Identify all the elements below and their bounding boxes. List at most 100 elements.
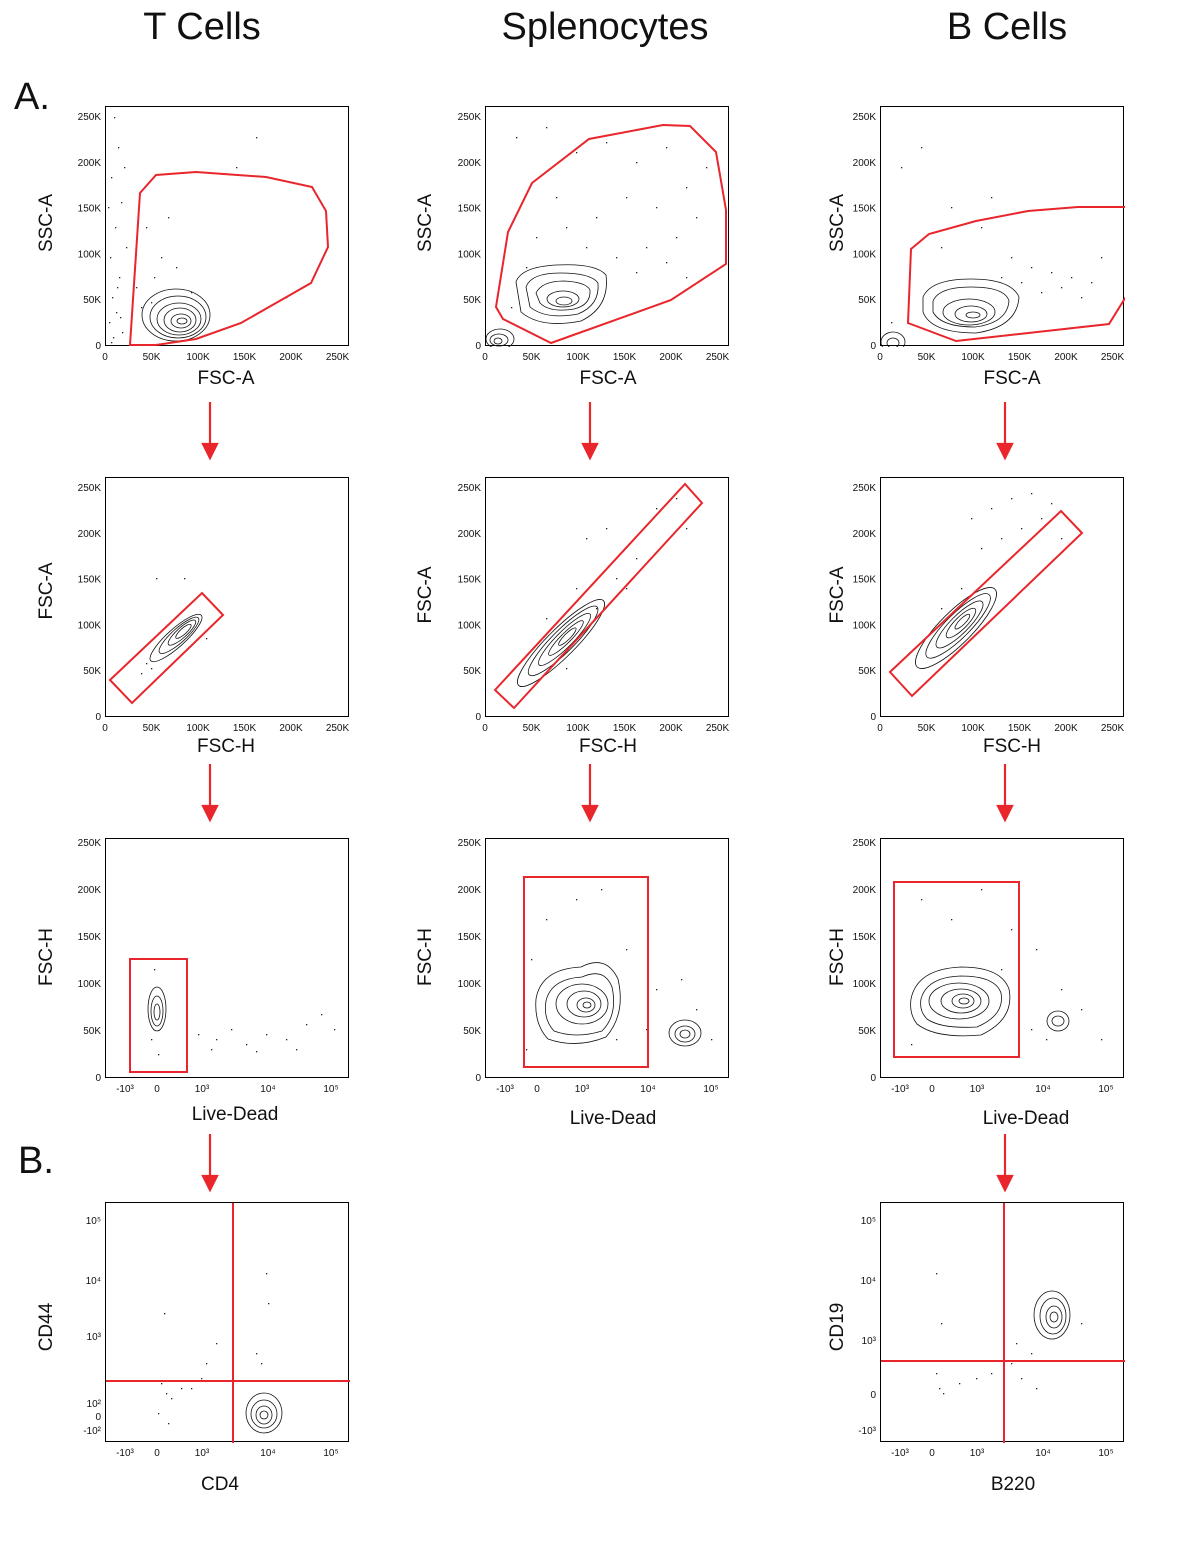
scatter-dots: [151, 969, 336, 1056]
x-tick-label: 10⁴: [260, 1084, 275, 1095]
x-tick-label: 150K: [233, 723, 257, 734]
x-tick-label: 100K: [961, 352, 985, 363]
x-tick-label: 50K: [143, 352, 161, 363]
y-tick-label: 150K: [853, 575, 877, 586]
xlabel-s3: Live-Dead: [569, 1108, 657, 1129]
x-tick-label: 150K: [613, 352, 637, 363]
x-tick-label: 50K: [523, 352, 541, 363]
y-tick-label: 50K: [858, 1026, 876, 1037]
section-label-a: A.: [14, 76, 50, 118]
y-tick-label: 100K: [458, 620, 482, 631]
y-tick-label: 0: [475, 341, 481, 352]
quadrant-gate: [881, 1203, 1125, 1443]
x-tick-label: 10⁴: [640, 1084, 655, 1095]
x-tick-label: 200K: [279, 352, 303, 363]
xlabel-b2: FSC-H: [982, 736, 1042, 757]
y-tick-label: 0: [870, 712, 876, 723]
x-tick-label: 200K: [1054, 352, 1078, 363]
ylabel-t4: CD44: [36, 1302, 57, 1352]
gate: [906, 206, 1125, 343]
x-tick-label: 0: [534, 1084, 540, 1095]
x-tick-label: 10⁵: [323, 1084, 338, 1095]
y-tick-label: 250K: [853, 483, 877, 494]
y-tick-label: 10²: [87, 1399, 102, 1410]
x-tick-label: 50K: [523, 723, 541, 734]
y-tick-label: 100K: [78, 979, 102, 990]
scatter-dots: [108, 117, 288, 344]
x-tick-label: 10³: [195, 1084, 210, 1095]
x-tick-label: 10³: [575, 1084, 590, 1095]
y-tick-label: 10³: [862, 1336, 877, 1347]
x-tick-label: 200K: [1054, 723, 1078, 734]
y-tick-label: 0: [95, 1073, 101, 1084]
contours: [535, 962, 702, 1047]
y-tick-label: 200K: [78, 158, 102, 169]
xlabel-b4: B220: [990, 1474, 1036, 1495]
scatter-dots: [141, 578, 208, 675]
x-tick-label: 200K: [659, 723, 683, 734]
y-tick-label: 50K: [463, 295, 481, 306]
y-tick-label: 0: [475, 712, 481, 723]
scatter-dots: [936, 1273, 1083, 1395]
gate: [888, 509, 1084, 698]
gate: [129, 958, 188, 1073]
plot-tcells-scatter: [105, 106, 349, 346]
x-tick-label: 250K: [706, 352, 730, 363]
y-tick-label: 0: [95, 712, 101, 723]
y-tick-label: 250K: [78, 483, 102, 494]
ylabel-t1: SSC-A: [36, 193, 57, 253]
y-tick-label: 200K: [853, 158, 877, 169]
x-tick-label: 0: [482, 723, 488, 734]
x-tick-label: 200K: [659, 352, 683, 363]
scatter-dots: [911, 889, 1103, 1046]
contours: [881, 278, 1020, 347]
ylabel-b3: FSC-H: [827, 927, 848, 987]
y-tick-label: 100K: [78, 249, 102, 260]
x-tick-label: 250K: [326, 352, 350, 363]
y-tick-label: 0: [870, 1390, 876, 1401]
y-tick-label: 0: [95, 1412, 101, 1423]
ylabel-t3: FSC-H: [36, 927, 57, 987]
x-tick-label: 0: [929, 1084, 935, 1095]
plot-splenocytes-viability: [485, 838, 729, 1078]
y-tick-label: 200K: [458, 529, 482, 540]
plot-splenocytes-scatter: [485, 106, 729, 347]
contours: [517, 599, 605, 687]
plot-bcells-viability: [880, 838, 1124, 1078]
column-title-splenocytes: Splenocytes: [501, 6, 709, 48]
y-tick-label: 10⁴: [861, 1276, 876, 1287]
plot-tcells-singlets: [105, 477, 349, 717]
quadrant-gate: [106, 1203, 350, 1443]
scatter-dots: [891, 147, 1103, 324]
x-tick-label: 100K: [186, 723, 210, 734]
y-tick-label: 10³: [87, 1332, 102, 1343]
x-tick-label: 0: [482, 352, 488, 363]
x-tick-label: 10⁵: [703, 1084, 718, 1095]
y-tick-label: 0: [870, 341, 876, 352]
y-tick-label: 250K: [78, 838, 102, 849]
ylabel-s1: SSC-A: [415, 193, 436, 253]
xlabel-t4: CD4: [200, 1474, 239, 1495]
y-tick-label: 50K: [83, 295, 101, 306]
x-tick-label: -10³: [116, 1084, 134, 1095]
x-tick-label: 250K: [326, 723, 350, 734]
scatter-dots: [526, 889, 713, 1051]
x-tick-label: 150K: [1008, 723, 1032, 734]
gate: [893, 881, 1020, 1058]
plot-tcells-viability: [105, 838, 349, 1078]
x-tick-label: 150K: [1008, 352, 1032, 363]
x-tick-label: 50K: [918, 352, 936, 363]
y-tick-label: 0: [95, 341, 101, 352]
y-tick-label: 200K: [458, 885, 482, 896]
y-tick-label: 250K: [853, 838, 877, 849]
y-tick-label: 100K: [78, 620, 102, 631]
y-tick-label: 0: [475, 1073, 481, 1084]
contours: [915, 587, 997, 669]
plot-tcells-cd4-cd44: [105, 1202, 350, 1443]
y-tick-label: 50K: [83, 1026, 101, 1037]
ylabel-s3: FSC-H: [415, 927, 436, 987]
gate: [494, 123, 727, 345]
y-tick-label: -10²: [83, 1426, 101, 1437]
plot-bcells-b220-cd19: [880, 1202, 1125, 1443]
gate: [523, 876, 649, 1068]
